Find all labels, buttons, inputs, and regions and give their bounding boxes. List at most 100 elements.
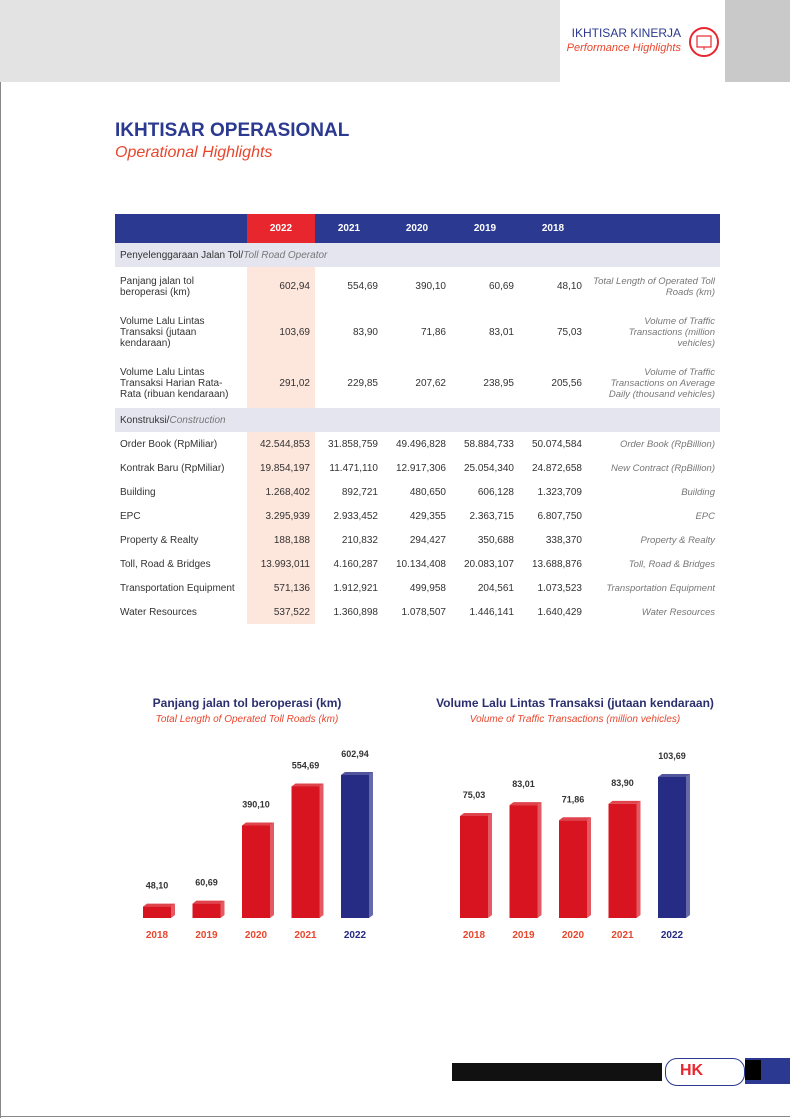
section-title-en: Construction [169, 414, 226, 426]
bar [143, 906, 171, 918]
header-row: 2022 2021 2020 2019 2018 [115, 214, 720, 243]
cell-value: 338,370 [545, 534, 582, 546]
bar [608, 803, 637, 918]
cell-value: 204,561 [477, 582, 514, 594]
cell-value: 294,427 [409, 534, 446, 546]
cell-value: 1.912,921 [333, 582, 379, 594]
cell-value: 2.363,715 [469, 510, 515, 522]
bar [509, 805, 538, 918]
data-row: Volume Lalu Lintas Transaksi (jutaan ken… [115, 306, 720, 358]
bar-side [171, 903, 175, 918]
bar-side [686, 774, 690, 918]
cell-value: 25.054,340 [463, 462, 514, 474]
cell-value: 11.471,110 [329, 462, 378, 474]
value-label: 83,90 [611, 778, 634, 788]
data-row: Volume Lalu Lintas Transaksi Harian Rata… [115, 358, 720, 408]
bar [192, 903, 221, 918]
bar-top [242, 822, 274, 826]
row-label: Volume Lalu Lintas Transaksi (jutaan ken… [120, 315, 205, 349]
bar-top [291, 783, 324, 787]
value-label: 75,03 [463, 790, 486, 800]
year-header: 2021 [315, 214, 383, 243]
cell-value: 188,188 [247, 528, 315, 552]
header-section: IKHTISAR KINERJA [571, 26, 681, 40]
cell-value: 205,56 [551, 377, 582, 389]
bar [242, 825, 270, 918]
header-section-en: Performance Highlights [566, 42, 681, 54]
row-label-en: Property & Realty [640, 534, 715, 546]
category-label: 2020 [245, 930, 268, 941]
header-cell [115, 214, 247, 243]
cell-value: 10.134,408 [395, 558, 446, 570]
bar-top [460, 812, 492, 816]
cell-value: 1.073,523 [537, 582, 583, 594]
cell-value: 210,832 [341, 534, 378, 546]
row-label-en: New Contract (RpBillion) [610, 462, 715, 474]
bar-top [341, 772, 373, 775]
bar [658, 777, 686, 918]
cell-value: 49.496,828 [395, 438, 446, 450]
chart-title: Panjang jalan tol beroperasi (km) [153, 696, 342, 710]
bar-side [587, 817, 591, 918]
cell-value: 12.917,306 [395, 462, 446, 474]
footer-square [745, 1060, 761, 1080]
cell-value: 537,522 [247, 600, 315, 624]
section-title-en: Toll Road Operator [243, 249, 328, 261]
footer-logo: HK [665, 1058, 745, 1086]
cell-value: 429,355 [409, 510, 446, 522]
cell-value: 20.083,107 [463, 558, 514, 570]
cell-value: 4.160,287 [333, 558, 379, 570]
cell-value: 499,958 [409, 582, 446, 594]
value-label: 390,10 [242, 799, 270, 809]
cell-value: 1.446,141 [469, 606, 515, 618]
row-label: Property & Realty [120, 534, 199, 546]
cell-value: 1.268,402 [247, 480, 315, 504]
category-label: 2022 [661, 930, 684, 941]
value-label: 554,69 [292, 760, 320, 770]
cell-value: 58.884,733 [463, 438, 514, 450]
bar-side [270, 822, 274, 918]
row-label-en: EPC [695, 510, 715, 522]
cell-value: 48,10 [556, 281, 582, 292]
value-label: 60,69 [195, 878, 218, 888]
bottom-border [0, 1116, 790, 1117]
cell-value: 1.360,898 [333, 606, 379, 618]
cell-value: 390,10 [415, 281, 446, 292]
cell-value: 31.858,759 [327, 438, 378, 450]
value-label: 48,10 [146, 881, 169, 891]
category-label: 2018 [146, 930, 169, 941]
cell-value: 1.323,709 [537, 486, 583, 498]
subtitle: Operational Highlights [115, 144, 273, 161]
cell-value: 50.074,584 [531, 438, 582, 450]
cell-value: 291,02 [247, 358, 315, 408]
bar-top [143, 903, 175, 907]
year-header: 2019 [451, 214, 519, 243]
section-title: Penyelenggaraan Jalan Tol/ [120, 249, 244, 261]
cell-value: 24.872,658 [531, 462, 582, 474]
data-row: Transportation Equipment 571,136 1.912,921… [115, 576, 720, 600]
row-label: Kontrak Baru (RpMiliar) [120, 462, 225, 474]
row-label-en: Transportation Equipment [606, 582, 715, 594]
chart-subtitle: Total Length of Operated Toll Roads (km) [156, 714, 339, 725]
cell-value: 71,86 [420, 326, 446, 338]
year-header: 2022 [247, 214, 315, 243]
cell-value: 3.295,939 [247, 504, 315, 528]
section-cell: Penyelenggaraan Jalan Tol/Toll Road Oper… [115, 243, 720, 267]
cell-value: 19.854,197 [247, 456, 315, 480]
cell-value: 602,94 [247, 267, 315, 306]
category-label: 2018 [463, 930, 486, 941]
bar [291, 786, 320, 918]
header-icon [689, 27, 719, 57]
left-border [0, 82, 1, 1118]
bar-side [369, 772, 373, 918]
bar-top [192, 900, 225, 904]
section-cell: Konstruksi/Construction [115, 408, 720, 432]
category-label: 2021 [294, 930, 317, 941]
row-label: Toll, Road & Bridges [120, 558, 211, 570]
value-label: 103,69 [658, 751, 686, 761]
chart-subtitle: Volume of Traffic Transactions (million … [470, 714, 680, 725]
category-label: 2019 [195, 930, 218, 941]
charts: Panjang jalan tol beroperasi (km) Total L… [143, 696, 714, 941]
row-label-en: Volume of Traffic Transactions (million … [628, 315, 715, 349]
